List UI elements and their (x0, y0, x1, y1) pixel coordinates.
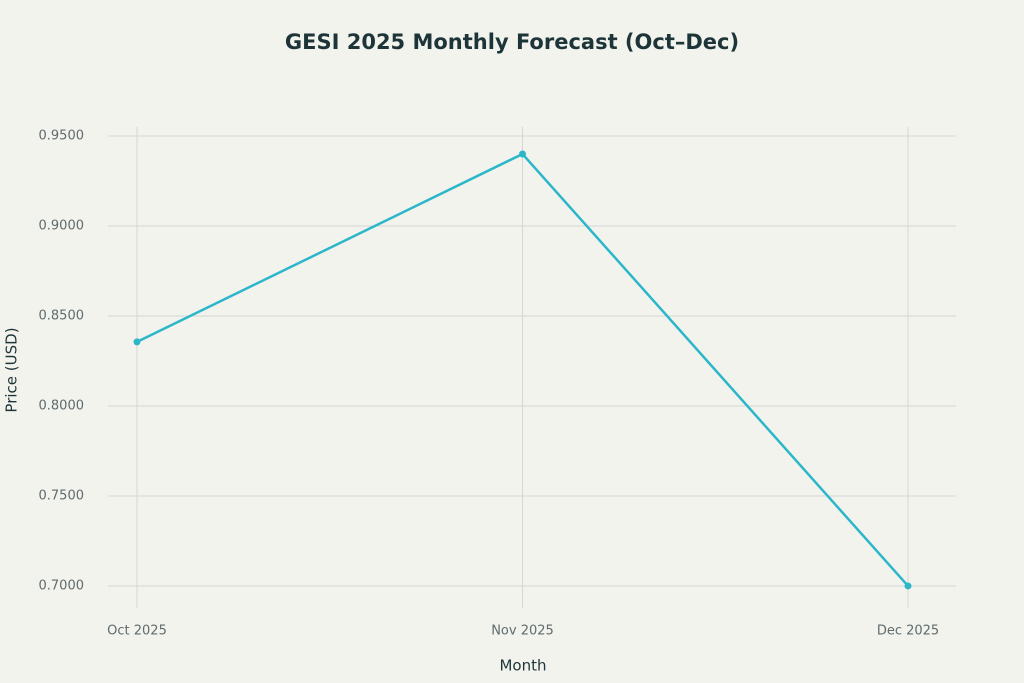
y-tick-label: 0.8000 (39, 398, 85, 413)
point (133, 338, 141, 346)
point (519, 150, 526, 158)
y-axis-title: Price (USD) (3, 327, 21, 412)
x-tick-label: Oct 2025 (107, 624, 167, 639)
y-tick-label: 0.9000 (39, 218, 85, 233)
y-tick-label: 0.7000 (39, 578, 85, 593)
x-tick-label: Dec 2025 (877, 624, 939, 639)
y-tick-label: 0.7500 (39, 488, 85, 503)
y-tick-label: 0.8500 (39, 308, 85, 323)
chart-title: GESI 2025 Monthly Forecast (Oct–Dec) (285, 30, 739, 54)
x-tick-label: Nov 2025 (491, 624, 554, 639)
point (904, 582, 912, 590)
y-tick-label: 0.9500 (39, 128, 85, 143)
x-axis-title: Month (499, 657, 546, 675)
